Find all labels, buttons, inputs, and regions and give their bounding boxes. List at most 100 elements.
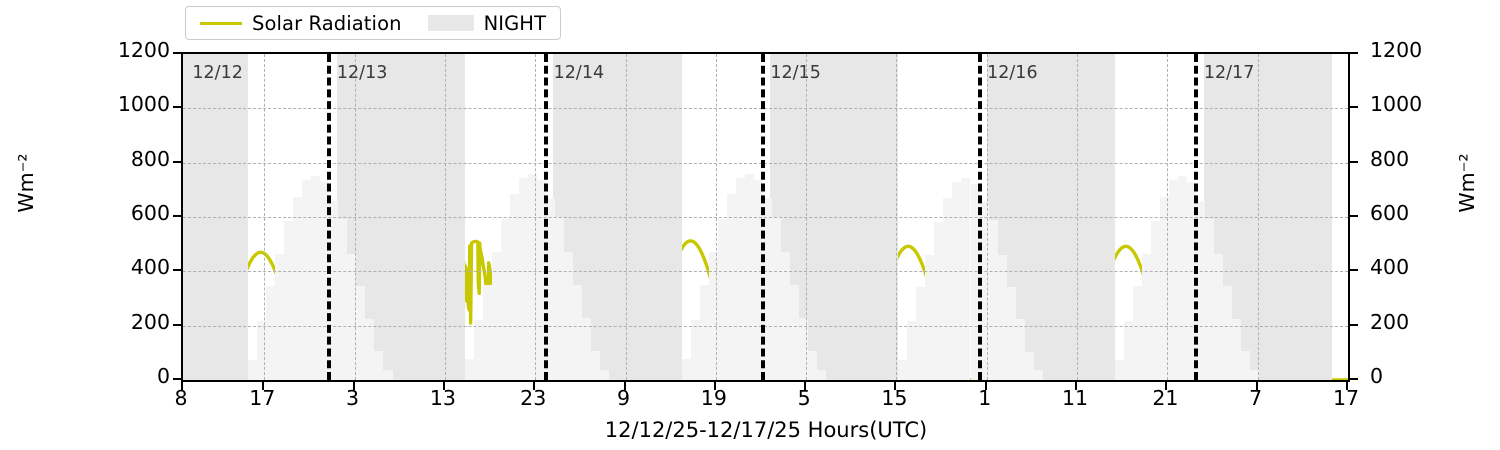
y-axis-tick-mark-left — [173, 106, 181, 109]
clearsky-envelope-step — [320, 182, 330, 380]
clearsky-envelope-step — [329, 200, 339, 380]
day-label: 12/15 — [770, 63, 821, 83]
clearsky-envelope-step — [807, 351, 817, 380]
legend-item-night: NIGHT — [427, 11, 547, 35]
y-axis-tick-mark-right — [1350, 52, 1358, 54]
x-axis-tick-mark — [1075, 382, 1078, 390]
clearsky-envelope-step — [771, 216, 781, 380]
clearsky-envelope-step — [311, 176, 321, 380]
clearsky-envelope-step — [1250, 369, 1260, 380]
clearsky-envelope-step — [780, 252, 790, 380]
clearsky-envelope-step — [1124, 320, 1134, 380]
legend-label-night: NIGHT — [483, 11, 547, 35]
x-axis-tick-label: 11 — [1062, 386, 1089, 410]
clearsky-envelope-step — [952, 181, 962, 380]
clearsky-envelope-step — [491, 252, 501, 380]
clearsky-envelope-step — [555, 216, 565, 380]
clearsky-envelope-step — [708, 252, 718, 380]
clearsky-envelope-step — [1142, 253, 1152, 380]
clearsky-envelope-step — [1205, 219, 1215, 380]
clearsky-envelope-step — [717, 218, 727, 380]
clearsky-envelope-step — [365, 318, 375, 380]
y-axis-tick-label-right: 200 — [1370, 309, 1410, 334]
x-axis-tick-label: 3 — [346, 386, 360, 410]
legend-label-solar-radiation: Solar Radiation — [252, 11, 402, 35]
y-axis-tick-label-left: 1200 — [117, 38, 170, 62]
y-axis-tick-mark-left — [173, 160, 181, 163]
y-axis-tick-mark-right — [1350, 378, 1358, 380]
x-axis-tick-mark — [1255, 382, 1258, 390]
clearsky-envelope-step — [573, 285, 583, 380]
y-axis-tick-mark-left — [173, 269, 181, 272]
x-axis-tick-label: 1 — [978, 386, 992, 410]
y-axis-tick-mark-left — [173, 215, 181, 217]
x-axis-tick-mark — [442, 382, 445, 390]
clearsky-envelope-step — [464, 359, 474, 380]
y-axis-tick-label-right: 1200 — [1370, 38, 1423, 62]
x-axis-tick-mark — [713, 382, 716, 390]
clearsky-envelope-step — [1196, 200, 1206, 380]
y-axis-tick-mark-left — [173, 378, 181, 380]
clearsky-envelope-step — [1015, 319, 1025, 380]
y-axis-label-right: Wm⁻² — [1455, 153, 1479, 213]
clearsky-envelope-step — [275, 253, 285, 380]
y-axis-tick-label-left: 1000 — [117, 92, 170, 117]
clearsky-envelope-step — [997, 254, 1007, 380]
clearsky-envelope-step — [266, 286, 276, 380]
clearsky-envelope-step — [907, 321, 917, 380]
clearsky-envelope-step — [518, 177, 528, 380]
clearsky-envelope-step — [1151, 221, 1161, 380]
day-label: 12/14 — [553, 63, 605, 83]
y-axis-tick-mark-left — [173, 323, 181, 326]
grid-line-horizontal — [183, 108, 1348, 110]
y-axis-tick-label-left: 0 — [156, 364, 170, 388]
y-axis-tick-label-right: 0 — [1370, 364, 1384, 388]
y-axis-tick-label-left: 200 — [130, 309, 170, 334]
clearsky-envelope-step — [374, 351, 384, 380]
clearsky-envelope-step — [1024, 351, 1034, 380]
x-axis-tick-label: 7 — [1249, 386, 1263, 410]
x-axis-tick-mark — [352, 382, 355, 390]
day-label: 12/12 — [192, 63, 243, 83]
clearsky-envelope-step — [591, 351, 601, 380]
clearsky-envelope-step — [257, 320, 267, 380]
clearsky-envelope-step — [509, 194, 519, 380]
clearsky-envelope-step — [1241, 351, 1251, 380]
clearsky-envelope-step — [1160, 196, 1170, 380]
clearsky-envelope-step — [564, 252, 574, 380]
y-axis-tick-mark-right — [1350, 160, 1358, 163]
x-axis-tick-label: 8 — [174, 386, 188, 410]
x-axis-tick-mark — [623, 382, 626, 390]
x-axis-tick-label: 17 — [1332, 386, 1360, 410]
clearsky-envelope-step — [1187, 182, 1197, 380]
clearsky-envelope-step — [753, 179, 763, 380]
clearsky-envelope-step — [500, 218, 510, 380]
x-axis-tick-label: 15 — [881, 386, 908, 410]
clearsky-envelope-step — [347, 253, 357, 380]
x-axis-tick-label: 19 — [700, 386, 727, 410]
clearsky-envelope-step — [383, 369, 393, 380]
y-axis-tick-label-right: 1000 — [1370, 92, 1423, 117]
y-axis-tick-label-right: 800 — [1370, 146, 1410, 171]
clearsky-envelope-step — [1214, 253, 1224, 380]
clearsky-envelope-step — [482, 285, 492, 380]
y-axis-tick-mark-right — [1350, 106, 1358, 109]
clearsky-envelope-step — [356, 286, 366, 380]
x-axis-tick-label: 9 — [616, 386, 631, 410]
y-axis-tick-mark-left — [173, 52, 181, 54]
day-boundary-line — [760, 54, 765, 380]
clearsky-envelope-step — [1232, 318, 1242, 380]
x-axis-tick-mark — [262, 382, 265, 390]
clearsky-envelope-step — [726, 194, 736, 380]
x-axis-label: 12/12/25-12/17/25 Hours(UTC) — [604, 418, 928, 442]
plot-area: 12/12 12/13 12/14 12/15 12/16 12/17 — [181, 52, 1350, 382]
legend-line-swatch — [200, 21, 242, 25]
x-axis-tick-label: 13 — [429, 386, 456, 410]
clearsky-envelope-step — [744, 173, 754, 380]
x-axis-tick-label: 21 — [1152, 386, 1179, 410]
x-axis-tick-label: 5 — [797, 386, 811, 410]
clearsky-envelope-step — [527, 173, 537, 380]
clearsky-envelope-step — [1115, 359, 1125, 380]
y-axis-tick-label-right: 600 — [1370, 201, 1410, 225]
